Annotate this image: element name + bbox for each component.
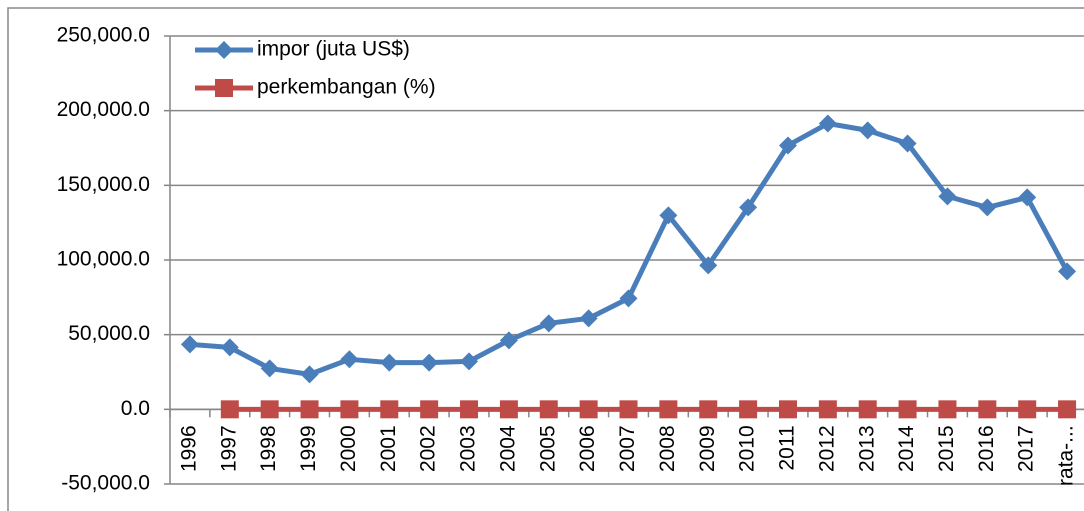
data-point xyxy=(898,400,917,419)
y-tick-label: -50,000.0 xyxy=(61,472,150,495)
legend-marker xyxy=(215,41,233,59)
x-tick-label: 2002 xyxy=(417,425,440,472)
data-point xyxy=(619,289,638,308)
x-tick-label: 2011 xyxy=(776,425,799,470)
data-point xyxy=(818,114,837,133)
legend-label: perkembangan (%) xyxy=(257,76,436,99)
data-point xyxy=(260,400,279,419)
data-point xyxy=(539,314,558,333)
y-tick-label: 50,000.0 xyxy=(68,322,150,345)
y-tick-label: 100,000.0 xyxy=(57,248,150,271)
data-point xyxy=(300,365,319,384)
data-point xyxy=(220,338,239,357)
x-tick-label: 2009 xyxy=(696,425,719,472)
data-point xyxy=(938,400,957,419)
data-point xyxy=(858,400,877,419)
data-point xyxy=(898,134,917,153)
data-point xyxy=(539,400,558,419)
data-point xyxy=(619,400,638,419)
x-tick-label: 2007 xyxy=(616,425,639,472)
y-tick-label: 0.0 xyxy=(121,397,150,420)
data-point xyxy=(220,400,239,419)
y-tick-label: 250,000.0 xyxy=(57,24,150,47)
data-point xyxy=(499,400,518,419)
data-point xyxy=(300,400,319,419)
x-tick-label: 2014 xyxy=(895,425,918,472)
x-tick-label: 2004 xyxy=(496,425,519,472)
x-tick-label: 2006 xyxy=(576,425,599,472)
data-point xyxy=(778,136,797,155)
data-point xyxy=(1018,188,1037,207)
x-tick-label: 2017 xyxy=(1015,425,1038,472)
x-tick-label: 1998 xyxy=(257,425,280,472)
data-point xyxy=(460,400,479,419)
data-point xyxy=(380,400,399,419)
data-point xyxy=(659,400,678,419)
x-tick-label: 2010 xyxy=(736,425,759,472)
x-tick-label: rata-... xyxy=(1055,425,1078,486)
x-tick-label: 1996 xyxy=(177,425,200,472)
data-point xyxy=(380,353,399,372)
data-point xyxy=(1058,262,1077,281)
data-point xyxy=(180,335,199,354)
data-point xyxy=(460,352,479,371)
x-tick-label: 2008 xyxy=(656,425,679,472)
data-point xyxy=(499,331,518,350)
data-point xyxy=(1058,400,1077,419)
data-point xyxy=(699,400,718,419)
data-point xyxy=(818,400,837,419)
data-point xyxy=(1018,400,1037,419)
data-point xyxy=(739,198,758,217)
x-tick-label: 2016 xyxy=(975,425,998,472)
x-tick-label: 1997 xyxy=(217,425,240,472)
x-tick-label: 2013 xyxy=(855,425,878,472)
x-tick-label: 2001 xyxy=(377,425,400,472)
data-point xyxy=(340,400,359,419)
y-tick-label: 150,000.0 xyxy=(57,173,150,196)
data-point xyxy=(420,400,439,419)
data-point xyxy=(978,400,997,419)
data-point xyxy=(739,400,758,419)
data-point xyxy=(699,256,718,275)
legend-marker xyxy=(215,79,233,97)
x-tick-label: 1999 xyxy=(297,425,320,472)
legend-label: impor (juta US$) xyxy=(257,38,410,61)
data-point xyxy=(340,350,359,369)
data-point xyxy=(938,187,957,206)
x-tick-label: 2003 xyxy=(457,425,480,472)
x-tick-label: 2015 xyxy=(935,425,958,472)
data-point xyxy=(778,400,797,419)
data-point xyxy=(260,359,279,378)
data-point xyxy=(659,206,678,225)
x-tick-label: 2000 xyxy=(337,425,360,472)
data-point xyxy=(579,400,598,419)
data-point xyxy=(858,121,877,140)
data-point xyxy=(420,353,439,372)
x-tick-label: 2012 xyxy=(815,425,838,472)
data-point xyxy=(978,198,997,217)
y-tick-label: 200,000.0 xyxy=(57,98,150,121)
data-point xyxy=(579,309,598,328)
x-tick-label: 2005 xyxy=(536,425,559,472)
